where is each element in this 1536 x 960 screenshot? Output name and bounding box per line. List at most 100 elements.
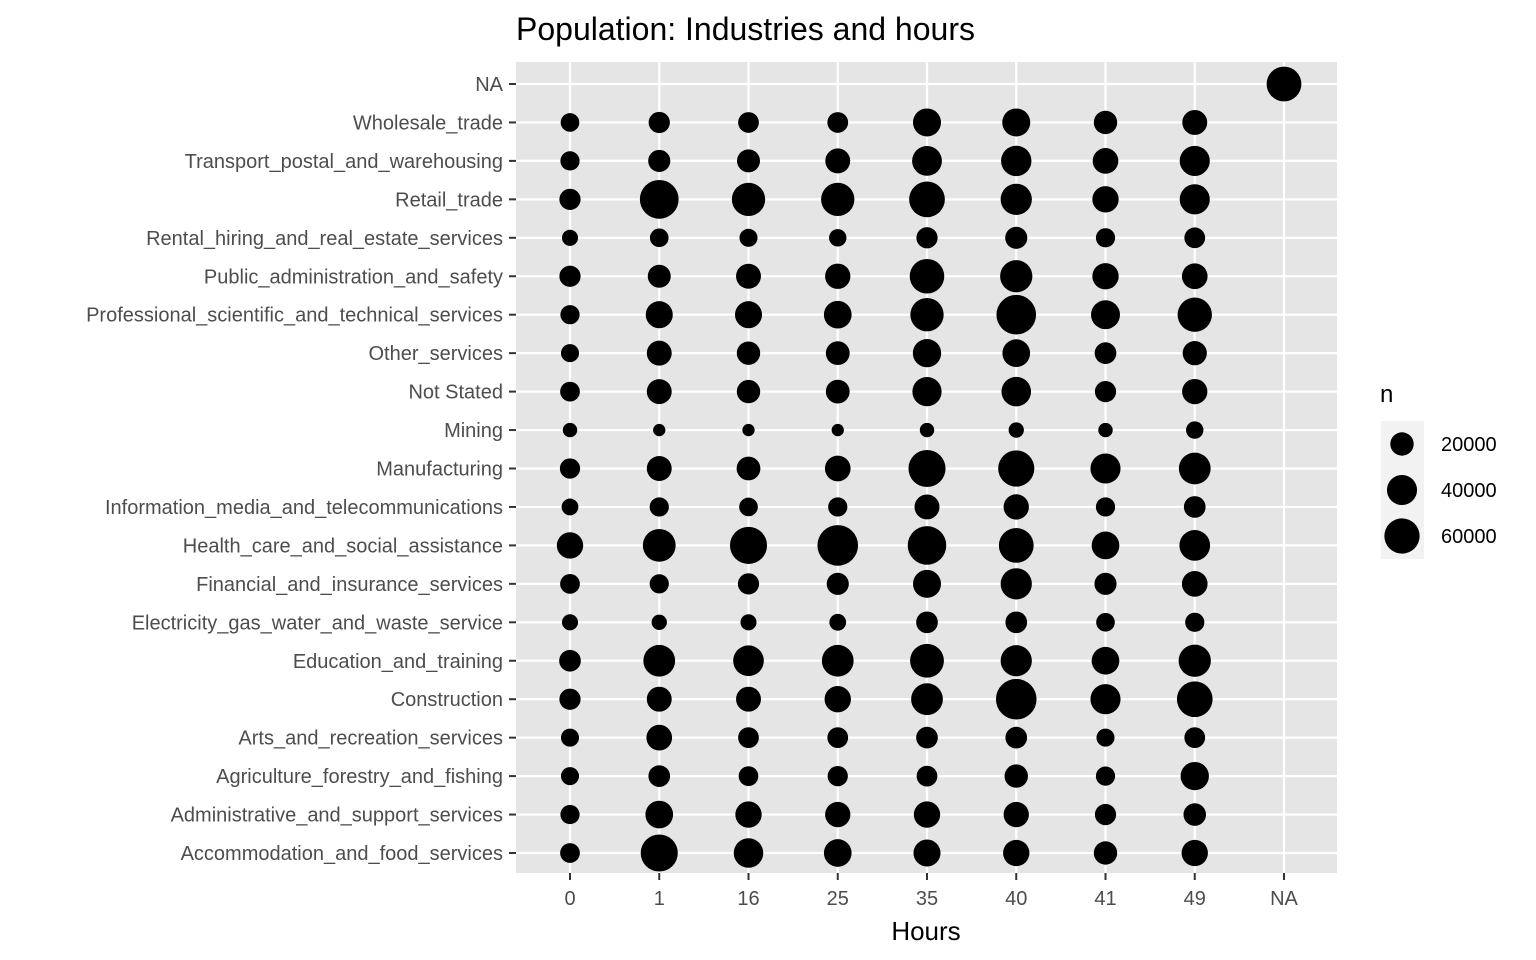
data-point (643, 644, 676, 677)
data-point (825, 148, 851, 174)
data-point (1182, 378, 1208, 405)
data-point (653, 423, 666, 437)
data-point (913, 801, 941, 828)
data-point (560, 344, 580, 363)
data-point (561, 229, 579, 246)
data-point (1184, 727, 1206, 749)
data-point (639, 179, 679, 219)
data-point (1176, 681, 1213, 718)
data-point (827, 112, 849, 133)
data-point (561, 614, 579, 631)
data-point (825, 801, 851, 828)
data-point (645, 301, 673, 329)
data-point (648, 111, 670, 134)
y-tick-label: Agriculture_forestry_and_fishing (216, 766, 503, 788)
data-point (828, 497, 848, 517)
data-point (824, 455, 851, 482)
y-tick-label: Arts_and_recreation_services (238, 728, 503, 750)
y-tick-label: Transport_postal_and_warehousing (185, 151, 503, 173)
data-point (825, 379, 850, 404)
data-point (995, 678, 1037, 720)
data-point (560, 381, 580, 402)
data-point (1003, 839, 1030, 867)
y-tick-label: Professional_scientific_and_technical_se… (86, 305, 503, 327)
x-tick-label: 16 (737, 888, 759, 910)
y-tick-label: Retail_trade (395, 189, 503, 211)
data-point (640, 834, 678, 872)
data-point (829, 229, 847, 247)
data-point (739, 497, 758, 517)
data-point (1090, 684, 1121, 715)
data-point (733, 838, 764, 868)
data-point (562, 422, 578, 438)
data-point (1182, 109, 1208, 135)
data-point (910, 643, 944, 678)
data-point (912, 376, 942, 407)
data-point (1095, 228, 1116, 248)
data-point (1181, 263, 1208, 290)
y-tick-label: NA (475, 74, 503, 96)
data-points (556, 66, 1302, 872)
data-point (821, 644, 854, 677)
data-point (912, 338, 942, 368)
data-point (1177, 297, 1212, 332)
data-point (561, 498, 579, 516)
data-point (1092, 186, 1119, 213)
y-tick-label: Accommodation_and_food_services (181, 843, 503, 865)
size-legend: n 20000 40000 60000 (1380, 381, 1497, 559)
data-point (559, 188, 581, 210)
y-tick-label: Other_services (369, 343, 504, 365)
data-point (560, 767, 580, 786)
data-point (649, 228, 669, 248)
data-point (560, 305, 580, 325)
data-point (1002, 339, 1031, 367)
data-point (825, 263, 851, 289)
legend-key-label: 60000 (1441, 526, 1497, 548)
data-point (1184, 227, 1206, 249)
data-point (996, 294, 1037, 335)
y-tick-label: Health_care_and_social_assistance (183, 535, 503, 557)
data-point (1001, 145, 1032, 177)
data-point (738, 112, 759, 133)
data-point (914, 494, 940, 520)
data-point (1178, 644, 1211, 677)
data-point (646, 340, 672, 366)
data-point (827, 727, 849, 749)
data-point (560, 843, 580, 863)
data-point (1266, 66, 1302, 102)
data-point (651, 614, 667, 630)
data-point (645, 800, 674, 829)
data-point (1182, 341, 1207, 366)
data-point (823, 839, 852, 867)
data-point (912, 145, 942, 176)
data-point (817, 525, 859, 566)
x-tick-label: 25 (827, 888, 849, 910)
data-point (1179, 184, 1210, 215)
data-point (1004, 764, 1028, 788)
y-tick-label: Public_administration_and_safety (204, 266, 503, 288)
legend-keys: 20000 40000 60000 (1384, 432, 1497, 554)
legend-key-label: 20000 (1441, 434, 1497, 456)
data-point (734, 301, 763, 329)
x-tick-label: 49 (1184, 888, 1206, 910)
x-axis-title: Hours (891, 916, 960, 946)
data-point (731, 182, 766, 217)
data-point (739, 228, 758, 247)
data-point (560, 728, 580, 747)
x-axis: 0 1 16 25 35 40 41 49 NA (564, 873, 1299, 910)
data-point (1092, 148, 1119, 174)
y-tick-label: Not Stated (408, 382, 503, 404)
data-point (1095, 766, 1116, 786)
data-point (907, 526, 947, 565)
data-point (1008, 422, 1024, 438)
data-point (831, 423, 844, 437)
x-tick-label: 41 (1094, 888, 1116, 910)
data-point (646, 686, 672, 712)
data-point (1181, 571, 1208, 597)
data-point (736, 456, 761, 481)
data-point (1179, 145, 1210, 176)
data-point (824, 686, 851, 713)
data-point (556, 532, 584, 559)
data-point (560, 113, 580, 132)
y-tick-label: Wholesale_trade (353, 112, 503, 134)
